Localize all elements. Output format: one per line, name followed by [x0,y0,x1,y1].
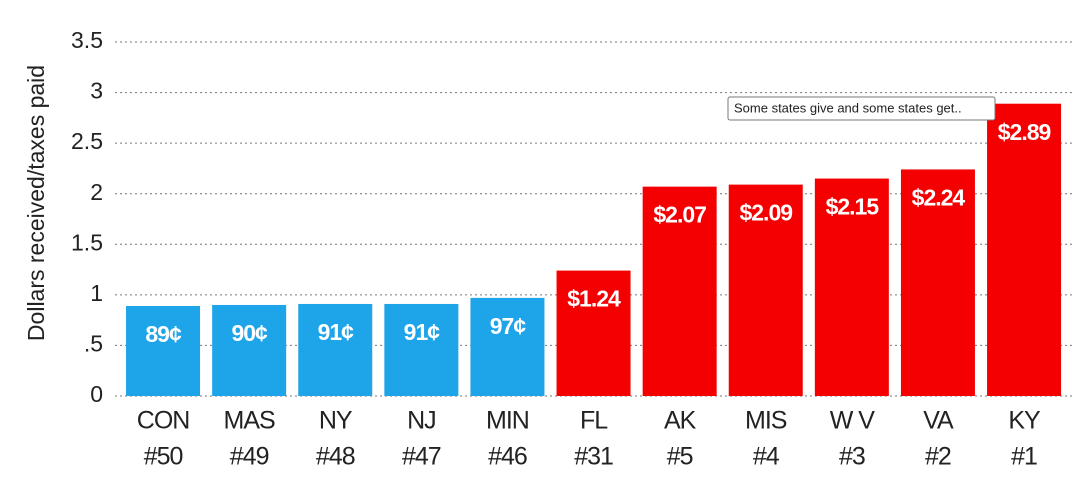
tooltip: Some states give and some states get.. [734,100,962,115]
y-tick-label: 0 [90,381,103,407]
y-tick-label: 1.5 [71,229,103,255]
x-tick-rank: #2 [925,443,951,471]
y-tick-label: 3 [90,78,103,104]
bar [814,178,889,396]
y-tick-label: 3.5 [71,27,103,53]
y-tick-label: 1 [90,280,103,306]
bar [126,305,201,396]
x-tick-rank: #3 [839,443,865,471]
y-tick-label: .5 [84,331,103,357]
x-tick-rank: #46 [488,443,527,471]
value-label: $2.15 [826,194,880,220]
value-label: 89¢ [145,321,182,347]
bar [987,103,1062,396]
bar [384,303,459,396]
x-tick-rank: #5 [667,443,693,471]
value-label: 90¢ [231,320,268,346]
bar [298,303,373,396]
x-tick-rank: #31 [574,443,613,471]
value-label: $2.09 [739,200,792,226]
x-tick-rank: #4 [753,443,780,471]
x-tick-label: MAS [224,407,276,435]
value-label: 91¢ [404,319,441,345]
x-tick-label: KY [1008,407,1041,435]
value-label: $2.89 [998,119,1051,145]
x-tick-rank: #48 [316,443,355,471]
x-tick-label: MIS [745,407,787,435]
x-tick-label: MIN [486,407,529,435]
bar [212,304,287,396]
bar [900,169,975,396]
bar [642,186,717,396]
x-tick-label: VA [923,407,954,435]
x-tick-label: AK [664,407,697,435]
x-tick-rank: #47 [402,443,441,471]
bar [470,297,545,396]
tooltip-box [727,96,996,121]
x-tick-rank: #49 [230,443,269,471]
y-axis-label: Dollars received/taxes paid [23,65,49,341]
x-tick-rank: #1 [1011,443,1037,471]
bar [556,270,631,396]
x-tick-label: CON [137,407,190,435]
y-tick-label: 2 [90,179,103,205]
x-tick-label: W V [830,407,876,435]
bar [728,184,803,396]
value-label: 97¢ [490,313,527,339]
x-tick-label: FL [580,407,608,435]
value-label: $1.24 [567,286,621,312]
x-tick-label: NY [319,407,353,435]
value-label: 91¢ [318,319,355,345]
value-label: $2.24 [912,185,966,211]
value-label: $2.07 [653,202,706,228]
x-tick-label: NJ [407,407,436,435]
y-tick-label: 2.5 [71,128,103,154]
x-tick-rank: #50 [144,443,183,471]
